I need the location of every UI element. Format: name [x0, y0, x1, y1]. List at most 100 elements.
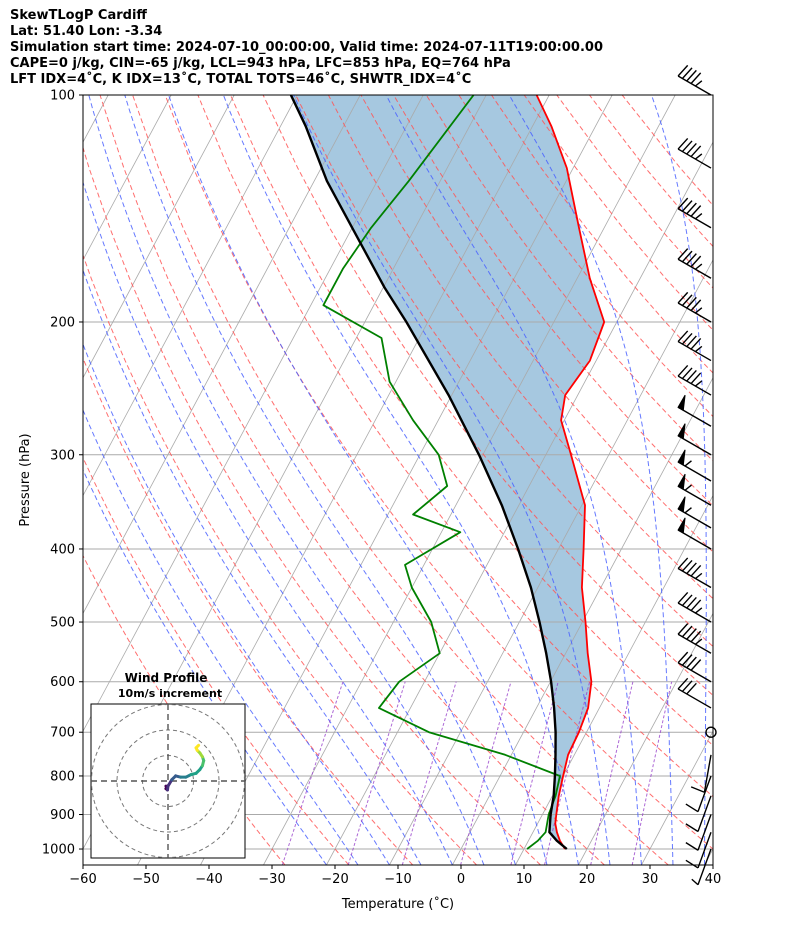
temperature-line [535, 95, 606, 850]
dry-adiabat-line [360, 95, 713, 553]
barb-feather [681, 625, 693, 638]
dry-adiabat-line [589, 95, 713, 248]
barb-feather [690, 630, 702, 643]
barb-staff [677, 602, 712, 623]
moist-adiabat-line [83, 468, 327, 865]
barb-feather [690, 786, 705, 793]
y-tick-label: 600 [50, 675, 75, 690]
x-tick-label: −40 [195, 872, 222, 887]
barb-feather [686, 202, 697, 215]
wind-barb [677, 137, 712, 169]
barb-staff [677, 340, 712, 362]
barb-pennant [677, 517, 686, 534]
barb-pennant [677, 473, 686, 491]
wind-barb [677, 197, 712, 229]
index-line: LFT IDX=4˚C, K IDX=13˚C, TOTAL TOTS=46˚C… [10, 72, 472, 87]
hodograph-inset: Wind Profile 10m/s increment [90, 671, 246, 859]
wind-barb [677, 473, 712, 506]
mixing-ratio-line [401, 681, 457, 865]
y-tick-label: 900 [50, 808, 75, 823]
mixing-ratio-line [510, 681, 559, 865]
barb-feather [694, 307, 703, 314]
barb-feather [677, 623, 689, 635]
barb-pennant [677, 449, 686, 466]
barb-feather [690, 145, 702, 158]
isotherm-line [263, 95, 676, 865]
barb-staff [697, 775, 712, 812]
axes: −60 −50 −40 −30 −20 −10 0 10 20 30 40 100 200 300 400 5… [42, 89, 721, 888]
barb-feather [685, 823, 699, 833]
diagram-header: SkewTLogP Cardiff Lat: 51.40 Lon: -3.34 … [10, 8, 790, 88]
wind-barb [677, 291, 712, 323]
wind-barbs [677, 64, 717, 886]
x-tick-label: 20 [579, 872, 596, 887]
dry-adiabat-line [83, 253, 477, 865]
barb-feather [677, 364, 689, 377]
barb-feather [677, 557, 689, 570]
barb-feather [686, 142, 697, 155]
moist-adiabat-line [83, 408, 359, 865]
dry-adiabat-line [458, 95, 713, 418]
barb-staff [697, 814, 712, 851]
isotherm-line [578, 612, 713, 865]
wind-barb [677, 330, 712, 362]
wind-barb [677, 64, 712, 96]
barb-feather [690, 337, 702, 350]
barb-feather [690, 72, 702, 84]
wind-barb [677, 591, 712, 623]
x-tick-label: −30 [258, 872, 285, 887]
barb-feather [686, 369, 697, 382]
mixing-ratio-line [281, 681, 344, 865]
moist-adiabat-line [385, 95, 642, 865]
barb-feather [690, 659, 702, 671]
barb-feather [677, 248, 689, 260]
x-tick-label: −20 [321, 872, 348, 887]
barb-feather [694, 607, 703, 614]
barb-staff [677, 567, 712, 589]
barb-feather [677, 291, 689, 304]
x-tick-label: 40 [705, 872, 722, 887]
isotherm-line [452, 376, 713, 865]
wind-barb [691, 848, 712, 886]
parcel-line [289, 95, 568, 850]
isotherm-line [83, 95, 172, 261]
barb-feather [677, 651, 689, 664]
barb-staff [677, 375, 712, 396]
wind-barb [677, 517, 712, 550]
dry-adiabat-line [393, 95, 713, 507]
y-tick-label: 1000 [42, 843, 75, 858]
barb-feather [690, 299, 702, 311]
moist-adiabat-line [651, 95, 707, 865]
y-tick-label: 100 [50, 89, 75, 104]
isotherm-line [83, 95, 235, 379]
barb-feather [677, 137, 689, 150]
dry-adiabat-line [327, 95, 713, 600]
barb-feather [694, 380, 703, 387]
dewpoint-line [322, 95, 561, 850]
wind-barb [677, 449, 712, 482]
barb-feather [677, 64, 689, 77]
barb-feather [681, 559, 693, 572]
hodograph-title: Wind Profile [125, 671, 208, 685]
dry-adiabat-line [295, 95, 713, 648]
moist-adiabat-line [83, 180, 453, 865]
barb-feather [681, 294, 693, 306]
barb-feather [681, 250, 693, 263]
wind-barb [690, 754, 712, 793]
y-tick-label: 300 [50, 448, 75, 463]
isotherm-line [83, 95, 298, 497]
wind-barb [677, 557, 712, 589]
hodograph-plot [91, 704, 245, 858]
barb-feather [694, 572, 703, 580]
barb-feather [684, 507, 692, 514]
barb-feather [690, 564, 702, 577]
barb-feather [684, 484, 692, 491]
barb-feather [686, 296, 697, 309]
barb-feather [686, 596, 697, 609]
barb-pennant [677, 423, 686, 440]
barb-feather [686, 562, 697, 575]
moist-adiabat-line [168, 95, 548, 865]
barb-feather [694, 153, 703, 160]
time-line: Simulation start time: 2024-07-10_00:00:… [10, 40, 603, 55]
